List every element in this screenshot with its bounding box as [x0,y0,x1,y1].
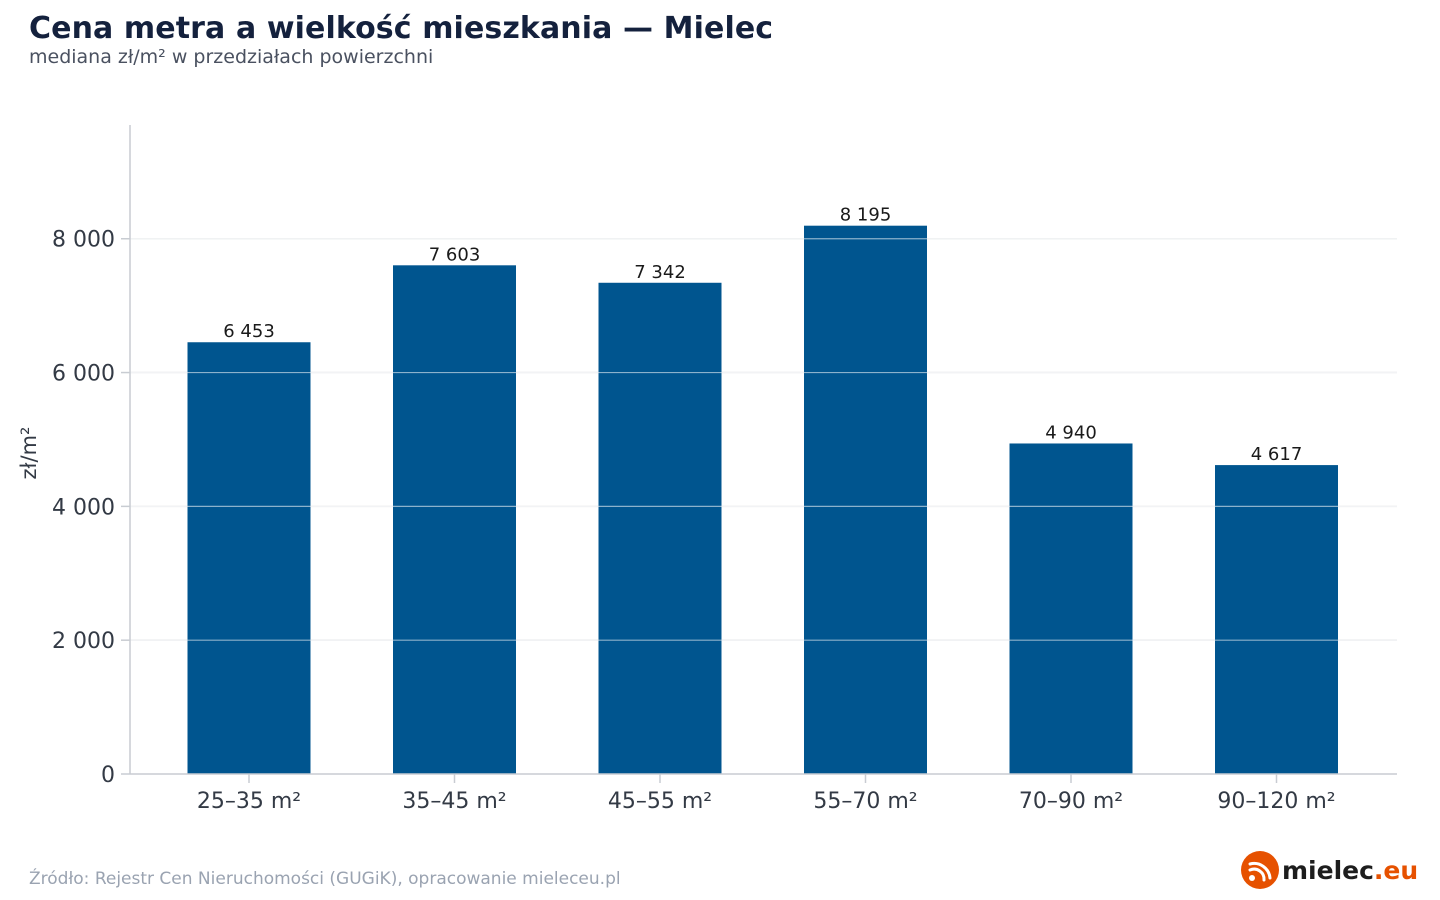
chart-title: Cena metra a wielkość mieszkania — Miele… [29,11,774,46]
y-tick-label: 4 000 [52,495,115,520]
logo-tld: .eu [1373,855,1419,885]
bar [804,225,927,774]
bar-value-label: 7 342 [634,262,686,283]
y-tick-label: 6 000 [52,362,115,387]
bar-value-label: 4 940 [1045,422,1097,443]
x-tick-label: 45–55 m² [608,789,712,814]
y-axis-title: zł/m² [17,427,41,480]
bar-value-label: 4 617 [1251,444,1303,465]
source-note: Źródło: Rejestr Cen Nieruchomości (GUGiK… [29,869,621,889]
bar-value-label: 8 195 [840,205,892,226]
brand-logo[interactable]: mielec.eu [1240,848,1418,892]
y-tick-label: 2 000 [52,629,115,654]
bar [598,282,722,774]
bar-value-label: 6 453 [223,321,275,342]
x-tick-label: 25–35 m² [197,789,301,814]
x-tick-label: 35–45 m² [402,789,506,814]
logo-name: mielec [1282,855,1374,885]
x-tick-label: 90–120 m² [1217,789,1335,814]
y-tick-label: 0 [101,763,115,788]
y-tick-label: 8 000 [52,228,115,253]
gridlines [130,237,1397,641]
x-tick-label: 55–70 m² [813,789,917,814]
bars [187,225,1338,774]
bar [187,342,311,774]
labels: 0 2 000 4 000 6 000 8 000 25–35 m² 6 453 35–45 … [52,205,1336,814]
wifi-signal-icon [1241,851,1279,889]
axes [121,125,1397,783]
bar [393,265,516,774]
logo-text: mielec.eu [1282,856,1418,885]
bar-value-label: 7 603 [429,244,481,265]
chart-subtitle: mediana zł/m² w przedziałach powierzchni [29,46,434,68]
bar-gridline-overlay [130,238,1397,641]
bar [1215,465,1338,774]
x-tick-label: 70–90 m² [1019,789,1123,814]
bar [1009,443,1133,774]
